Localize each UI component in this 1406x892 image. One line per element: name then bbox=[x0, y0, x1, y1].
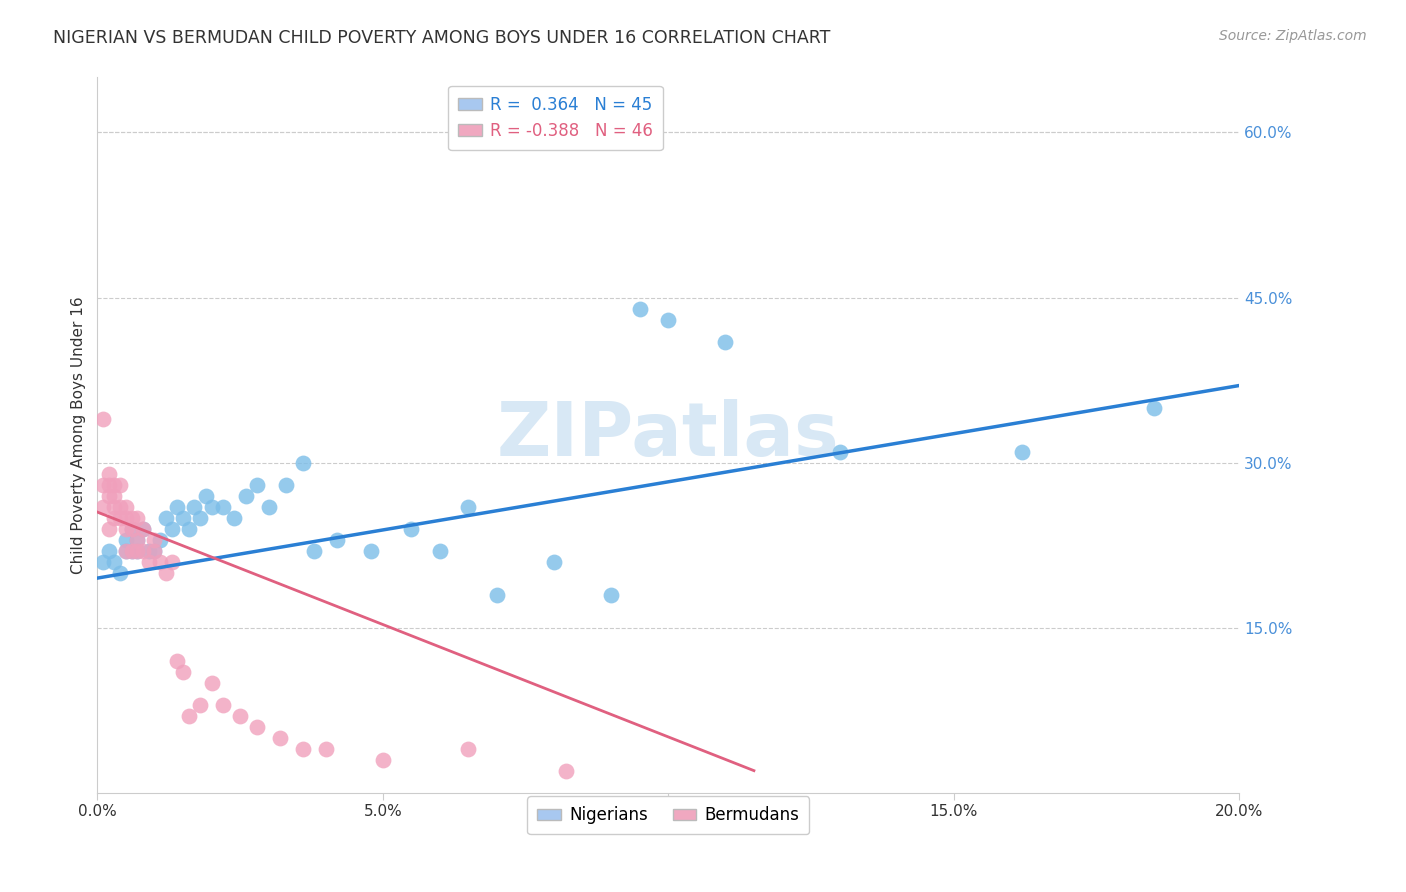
Point bbox=[132, 522, 155, 536]
Point bbox=[429, 543, 451, 558]
Point bbox=[115, 522, 138, 536]
Point bbox=[121, 543, 143, 558]
Point bbox=[229, 708, 252, 723]
Point bbox=[115, 543, 138, 558]
Point bbox=[183, 500, 205, 514]
Point bbox=[657, 312, 679, 326]
Point bbox=[97, 543, 120, 558]
Point bbox=[714, 334, 737, 349]
Point bbox=[155, 566, 177, 580]
Point bbox=[274, 477, 297, 491]
Point bbox=[149, 555, 172, 569]
Point bbox=[188, 510, 211, 524]
Point bbox=[166, 654, 188, 668]
Legend: Nigerians, Bermudans: Nigerians, Bermudans bbox=[527, 797, 810, 834]
Point bbox=[1142, 401, 1164, 415]
Point bbox=[138, 555, 160, 569]
Point bbox=[155, 510, 177, 524]
Point bbox=[115, 510, 138, 524]
Point bbox=[457, 741, 479, 756]
Point bbox=[600, 588, 623, 602]
Text: Source: ZipAtlas.com: Source: ZipAtlas.com bbox=[1219, 29, 1367, 43]
Point bbox=[628, 301, 651, 316]
Point bbox=[121, 522, 143, 536]
Point bbox=[97, 467, 120, 481]
Text: ZIPatlas: ZIPatlas bbox=[496, 399, 839, 472]
Point bbox=[257, 500, 280, 514]
Point bbox=[115, 500, 138, 514]
Point bbox=[108, 477, 131, 491]
Point bbox=[132, 543, 155, 558]
Point bbox=[132, 522, 155, 536]
Point bbox=[457, 500, 479, 514]
Point bbox=[138, 543, 160, 558]
Y-axis label: Child Poverty Among Boys Under 16: Child Poverty Among Boys Under 16 bbox=[72, 296, 86, 574]
Point bbox=[194, 489, 217, 503]
Point bbox=[127, 533, 149, 547]
Point bbox=[177, 708, 200, 723]
Point bbox=[108, 510, 131, 524]
Point bbox=[291, 741, 314, 756]
Point bbox=[246, 477, 269, 491]
Point bbox=[177, 522, 200, 536]
Point bbox=[121, 522, 143, 536]
Point bbox=[103, 510, 125, 524]
Point bbox=[360, 543, 382, 558]
Point bbox=[269, 731, 291, 745]
Point bbox=[91, 477, 114, 491]
Point bbox=[121, 510, 143, 524]
Point bbox=[143, 533, 166, 547]
Point bbox=[149, 533, 172, 547]
Point bbox=[235, 489, 257, 503]
Point bbox=[121, 543, 143, 558]
Point bbox=[224, 510, 246, 524]
Point bbox=[246, 720, 269, 734]
Point bbox=[166, 500, 188, 514]
Point bbox=[543, 555, 565, 569]
Point bbox=[91, 411, 114, 425]
Point bbox=[103, 489, 125, 503]
Point bbox=[127, 510, 149, 524]
Point bbox=[212, 500, 235, 514]
Point bbox=[160, 555, 183, 569]
Point bbox=[554, 764, 576, 778]
Point bbox=[200, 500, 222, 514]
Point bbox=[108, 500, 131, 514]
Point bbox=[172, 665, 194, 679]
Point bbox=[212, 698, 235, 712]
Point bbox=[103, 555, 125, 569]
Point bbox=[108, 566, 131, 580]
Point bbox=[315, 741, 337, 756]
Point bbox=[91, 500, 114, 514]
Point bbox=[127, 543, 149, 558]
Point bbox=[97, 489, 120, 503]
Point bbox=[91, 555, 114, 569]
Point bbox=[97, 477, 120, 491]
Point bbox=[304, 543, 326, 558]
Point bbox=[143, 543, 166, 558]
Point bbox=[371, 753, 394, 767]
Point bbox=[127, 533, 149, 547]
Point bbox=[291, 456, 314, 470]
Point bbox=[828, 444, 851, 458]
Point bbox=[1011, 444, 1033, 458]
Point bbox=[103, 477, 125, 491]
Point bbox=[127, 543, 149, 558]
Point bbox=[143, 543, 166, 558]
Point bbox=[200, 675, 222, 690]
Point bbox=[97, 522, 120, 536]
Point bbox=[103, 500, 125, 514]
Point bbox=[326, 533, 349, 547]
Point bbox=[160, 522, 183, 536]
Text: NIGERIAN VS BERMUDAN CHILD POVERTY AMONG BOYS UNDER 16 CORRELATION CHART: NIGERIAN VS BERMUDAN CHILD POVERTY AMONG… bbox=[53, 29, 831, 46]
Point bbox=[115, 533, 138, 547]
Point bbox=[401, 522, 423, 536]
Point bbox=[485, 588, 508, 602]
Point bbox=[188, 698, 211, 712]
Point bbox=[115, 543, 138, 558]
Point bbox=[172, 510, 194, 524]
